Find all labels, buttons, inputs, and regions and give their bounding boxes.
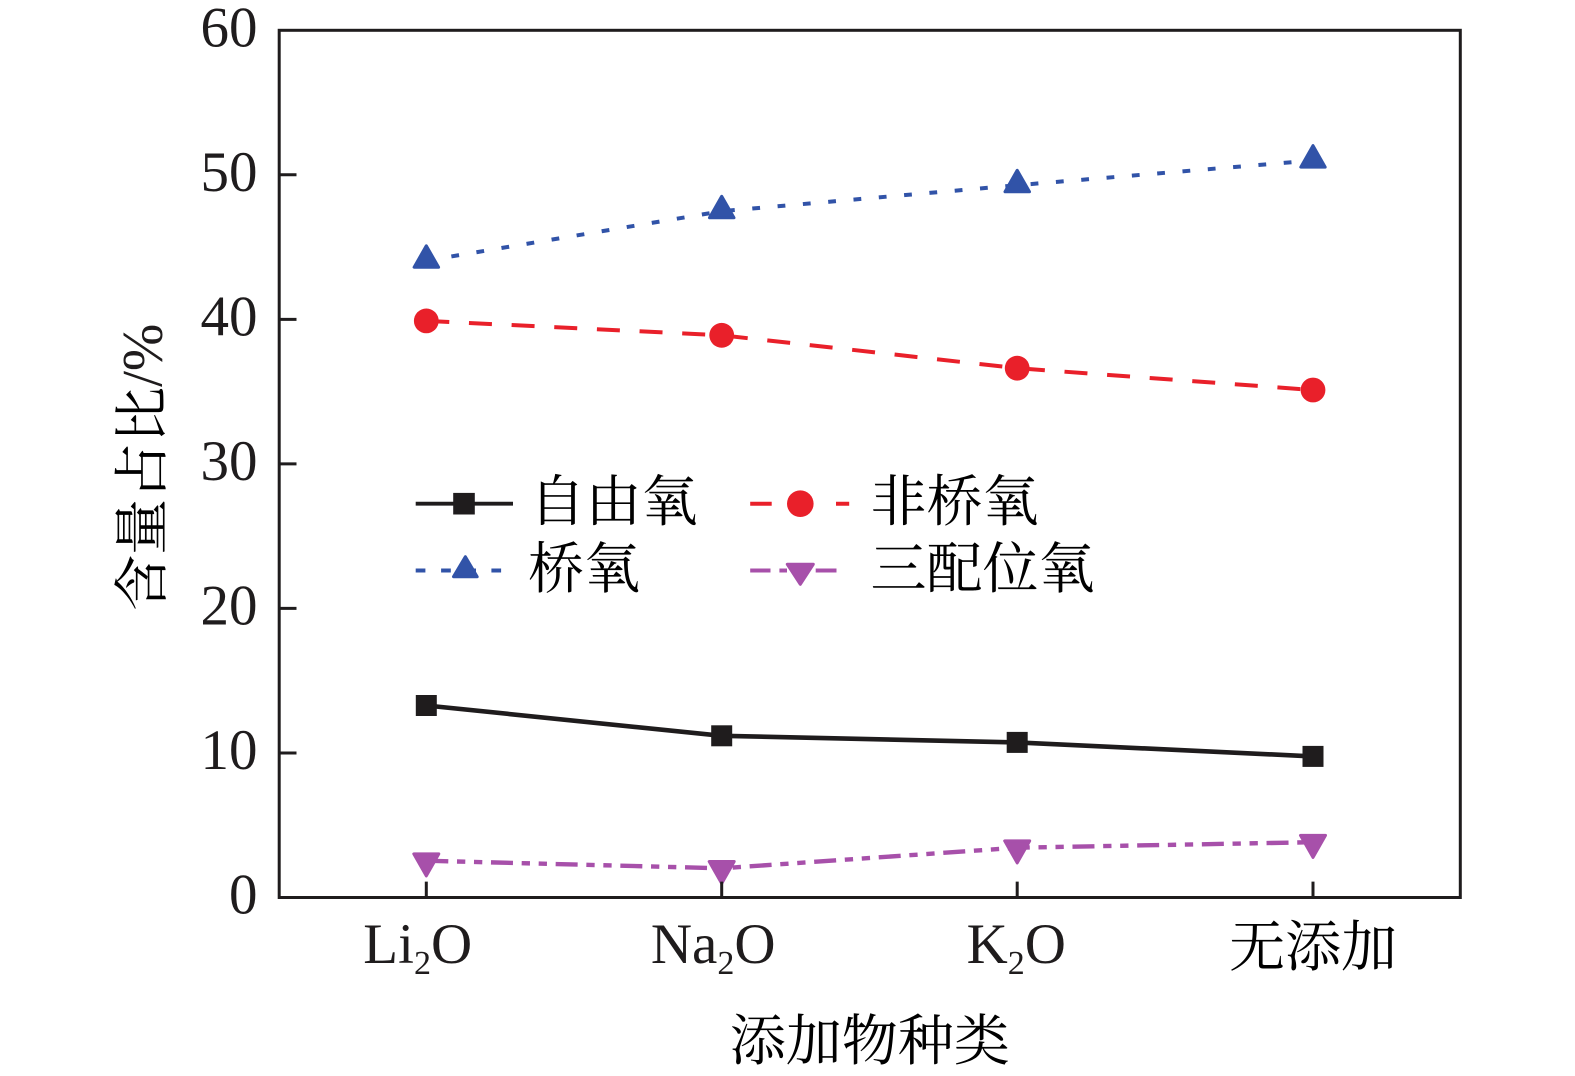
svg-text:/%: /% [111,324,174,387]
svg-text:0: 0 [229,864,258,927]
svg-text:K2O: K2O [967,913,1066,982]
svg-text:50: 50 [201,141,258,204]
svg-text:30: 30 [201,430,258,493]
svg-text:Na2O: Na2O [651,913,776,982]
svg-text:Li2O: Li2O [363,913,472,982]
svg-text:40: 40 [201,285,258,348]
svg-text:20: 20 [201,574,258,637]
svg-text:10: 10 [201,719,258,782]
svg-text:60: 60 [201,0,258,59]
